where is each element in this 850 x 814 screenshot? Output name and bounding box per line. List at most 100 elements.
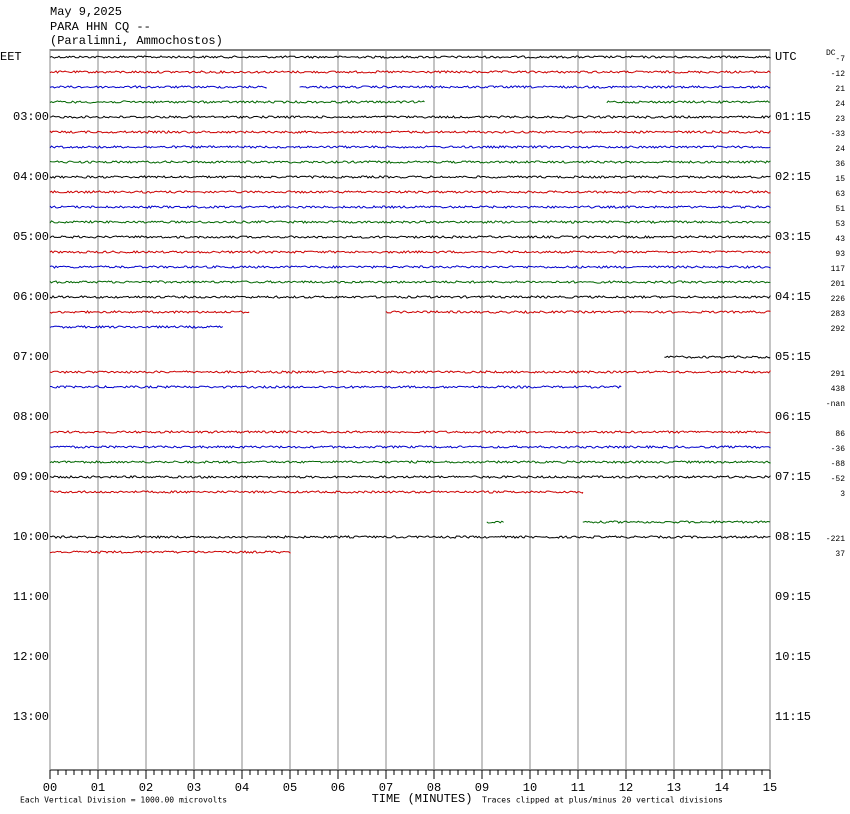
trace bbox=[49, 145, 771, 149]
utc-label: 08:15 bbox=[775, 530, 811, 544]
trace bbox=[49, 220, 771, 224]
trace bbox=[49, 160, 771, 164]
trace bbox=[49, 250, 771, 254]
trace bbox=[49, 190, 771, 194]
dc-value: -12 bbox=[831, 70, 846, 79]
x-tick-label: 14 bbox=[715, 781, 729, 795]
header-location: (Paralimni, Ammochostos) bbox=[50, 34, 223, 48]
x-tick-label: 04 bbox=[235, 781, 249, 795]
utc-label: 11:15 bbox=[775, 710, 811, 724]
utc-label: 01:15 bbox=[775, 110, 811, 124]
utc-label: 09:15 bbox=[775, 590, 811, 604]
trace bbox=[49, 70, 771, 74]
x-tick-label: 07 bbox=[379, 781, 393, 795]
dc-value: 86 bbox=[835, 430, 845, 439]
dc-value: 283 bbox=[831, 310, 846, 319]
eet-label: 03:00 bbox=[13, 110, 49, 124]
scale-note: Each Vertical Division = 1000.00 microvo… bbox=[20, 796, 227, 805]
eet-label: 09:00 bbox=[13, 470, 49, 484]
dc-value: 117 bbox=[831, 265, 846, 274]
trace bbox=[49, 55, 771, 59]
utc-label: 07:15 bbox=[775, 470, 811, 484]
eet-label: 04:00 bbox=[13, 170, 49, 184]
dc-value: 201 bbox=[831, 280, 846, 289]
trace bbox=[49, 550, 291, 554]
header-station: PARA HHN CQ -- bbox=[50, 20, 151, 34]
dc-value: -7 bbox=[835, 55, 845, 64]
dc-value: 63 bbox=[835, 190, 845, 199]
dc-value: 53 bbox=[835, 220, 845, 229]
x-tick-label: 02 bbox=[139, 781, 153, 795]
eet-label: 12:00 bbox=[13, 650, 49, 664]
x-tick-label: 13 bbox=[667, 781, 681, 795]
trace bbox=[49, 325, 224, 329]
trace bbox=[49, 85, 267, 89]
eet-label: 13:00 bbox=[13, 710, 49, 724]
x-tick-label: 03 bbox=[187, 781, 201, 795]
clip-note: Traces clipped at plus/minus 20 vertical… bbox=[482, 796, 723, 805]
trace bbox=[299, 85, 771, 89]
eet-label: 06:00 bbox=[13, 290, 49, 304]
eet-label: 05:00 bbox=[13, 230, 49, 244]
x-tick-label: 00 bbox=[43, 781, 57, 795]
trace bbox=[49, 280, 771, 284]
x-tick-label: 05 bbox=[283, 781, 297, 795]
utc-label: 06:15 bbox=[775, 410, 811, 424]
trace bbox=[49, 535, 771, 539]
x-tick-label: 15 bbox=[763, 781, 777, 795]
trace bbox=[49, 294, 771, 299]
trace bbox=[49, 114, 771, 119]
utc-label: 10:15 bbox=[775, 650, 811, 664]
trace bbox=[486, 520, 504, 524]
dc-value: -88 bbox=[831, 460, 846, 469]
utc-label: UTC bbox=[775, 50, 797, 64]
trace bbox=[385, 310, 771, 314]
utc-label: 03:15 bbox=[775, 230, 811, 244]
x-tick-label: 09 bbox=[475, 781, 489, 795]
trace bbox=[49, 175, 771, 179]
dc-value: 36 bbox=[835, 160, 845, 169]
dc-value: 37 bbox=[835, 550, 845, 559]
trace bbox=[49, 490, 584, 494]
trace bbox=[49, 445, 771, 449]
dc-value: 15 bbox=[835, 175, 845, 184]
dc-value: 23 bbox=[835, 115, 845, 124]
utc-label: 05:15 bbox=[775, 350, 811, 364]
dc-value: 3 bbox=[840, 490, 845, 499]
dc-title: DC bbox=[826, 49, 836, 58]
utc-label: 04:15 bbox=[775, 290, 811, 304]
dc-value: 51 bbox=[835, 205, 845, 214]
trace bbox=[49, 430, 771, 434]
trace bbox=[49, 235, 771, 239]
trace bbox=[49, 100, 425, 104]
dc-value: 24 bbox=[835, 100, 845, 109]
eet-label: 07:00 bbox=[13, 350, 49, 364]
dc-value: -36 bbox=[831, 445, 846, 454]
x-tick-label: 08 bbox=[427, 781, 441, 795]
trace bbox=[582, 520, 771, 524]
trace bbox=[664, 355, 771, 359]
dc-value: -33 bbox=[831, 130, 846, 139]
x-tick-label: 11 bbox=[571, 781, 585, 795]
eet-label: 08:00 bbox=[13, 410, 49, 424]
dc-value: -52 bbox=[831, 475, 846, 484]
trace bbox=[49, 475, 771, 479]
trace bbox=[49, 265, 771, 269]
x-tick-label: 06 bbox=[331, 781, 345, 795]
dc-value: 292 bbox=[831, 325, 846, 334]
eet-label: 11:00 bbox=[13, 590, 49, 604]
dc-value: 21 bbox=[835, 85, 845, 94]
utc-label: 02:15 bbox=[775, 170, 811, 184]
plot-frame bbox=[49, 49, 771, 771]
trace bbox=[606, 100, 771, 104]
dc-value: -nan bbox=[826, 400, 845, 409]
dc-value: 93 bbox=[835, 250, 845, 259]
trace bbox=[49, 369, 771, 374]
trace bbox=[50, 385, 622, 389]
dc-value: 226 bbox=[831, 295, 846, 304]
eet-label: 10:00 bbox=[13, 530, 49, 544]
dc-value: -221 bbox=[826, 535, 845, 544]
dc-value: 291 bbox=[831, 370, 846, 379]
header-date: May 9,2025 bbox=[50, 5, 122, 19]
